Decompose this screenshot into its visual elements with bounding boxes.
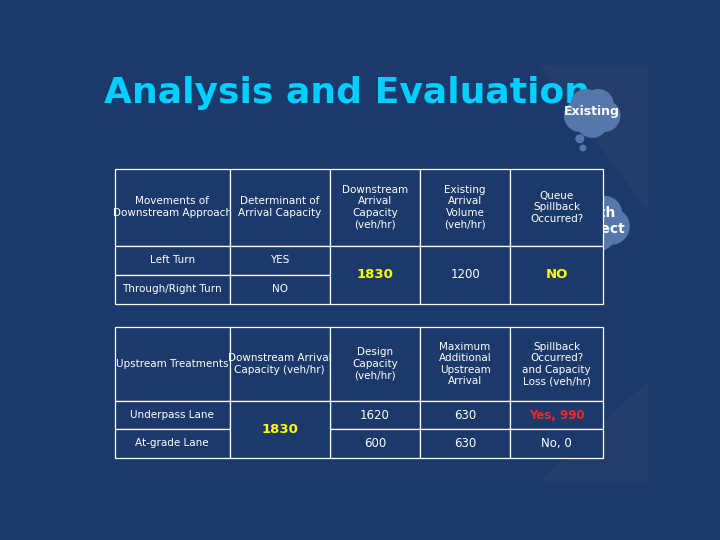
Text: Existing
Arrival
Volume
(veh/hr): Existing Arrival Volume (veh/hr) [444,185,486,230]
Bar [420,168,510,246]
Text: 630: 630 [454,437,476,450]
Text: At-grade Lane: At-grade Lane [135,438,209,448]
Circle shape [588,100,620,131]
Text: NO: NO [271,284,287,294]
Bar [330,327,420,401]
Circle shape [584,259,590,264]
Polygon shape [539,65,648,211]
Text: Upstream Treatments: Upstream Treatments [116,359,228,369]
Bar [330,246,420,303]
Bar [114,274,230,303]
Circle shape [583,90,613,119]
Text: YES: YES [270,255,289,265]
Text: Spillback
Occurred?
and Capacity
Loss (veh/hr): Spillback Occurred? and Capacity Loss (v… [522,341,591,386]
Bar [230,327,330,401]
Bar [114,401,230,429]
Circle shape [593,208,629,244]
Text: Through/Right Turn: Through/Right Turn [122,284,222,294]
Circle shape [570,91,614,134]
Circle shape [577,106,608,137]
Text: 1830: 1830 [356,268,393,281]
Bar [420,246,510,303]
Bar [114,429,230,457]
Circle shape [580,145,585,151]
Bar [230,246,330,274]
Bar [230,168,330,246]
Text: 1200: 1200 [450,268,480,281]
Text: Maximum
Additional
Upstream
Arrival: Maximum Additional Upstream Arrival [438,341,492,386]
Bar [510,168,603,246]
Bar [510,327,603,401]
Text: 600: 600 [364,437,386,450]
Text: NO: NO [546,268,568,281]
Bar [114,246,230,274]
Text: Design
Capacity
(veh/hr): Design Capacity (veh/hr) [352,347,397,381]
Text: Analysis and Evaluation: Analysis and Evaluation [104,76,590,110]
Text: Existing: Existing [564,105,620,118]
Circle shape [580,215,616,251]
Bar [510,429,603,457]
Polygon shape [539,381,648,481]
Text: 1620: 1620 [360,409,390,422]
Circle shape [564,100,596,131]
Bar [330,401,420,429]
Text: 630: 630 [454,409,476,422]
Bar [510,246,603,303]
Bar [510,401,603,429]
Text: 1830: 1830 [261,423,298,436]
Circle shape [572,90,601,119]
Circle shape [566,208,602,244]
Text: Downstream Arrival
Capacity (veh/hr): Downstream Arrival Capacity (veh/hr) [228,353,331,375]
Text: Yes, 990: Yes, 990 [529,409,585,422]
Circle shape [574,197,608,230]
Text: Queue
Spillback
Occurred?: Queue Spillback Occurred? [530,191,583,224]
Text: Downstream
Arrival
Capacity
(veh/hr): Downstream Arrival Capacity (veh/hr) [342,185,408,230]
Circle shape [580,247,589,255]
Circle shape [576,135,584,143]
Text: Movements of
Downstream Approach: Movements of Downstream Approach [112,197,232,218]
Text: Left Turn: Left Turn [150,255,194,265]
Bar [330,429,420,457]
Circle shape [573,198,622,247]
Bar [114,327,230,401]
Text: Underpass Lane: Underpass Lane [130,410,214,420]
Bar [420,401,510,429]
Text: No, 0: No, 0 [541,437,572,450]
Bar [420,429,510,457]
Text: Determinant of
Arrival Capacity: Determinant of Arrival Capacity [238,197,321,218]
Bar [114,168,230,246]
Bar [420,327,510,401]
Circle shape [588,197,621,230]
Bar [230,274,330,303]
Text: With
Project: With Project [570,206,626,236]
Bar [330,168,420,246]
Bar [230,401,330,457]
